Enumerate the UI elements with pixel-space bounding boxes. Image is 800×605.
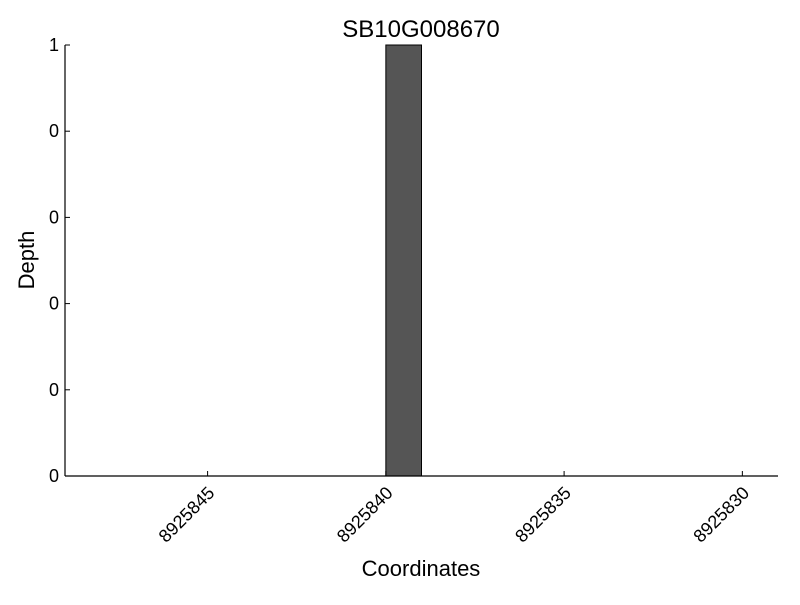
y-tick-label: 0 — [49, 121, 59, 141]
y-axis-label: Depth — [14, 231, 39, 290]
y-tick-label: 0 — [49, 207, 59, 227]
y-tick-label: 1 — [49, 35, 59, 55]
chart-title: SB10G008670 — [342, 16, 499, 43]
y-tick-label: 0 — [49, 380, 59, 400]
y-tick-label: 0 — [49, 294, 59, 314]
x-axis-label: Coordinates — [362, 556, 481, 581]
x-tick-label: 8925840 — [333, 483, 397, 547]
bar — [385, 44, 423, 477]
x-tick-label: 8925835 — [511, 483, 575, 547]
x-tick-label: 8925830 — [689, 483, 753, 547]
y-tick-label: 0 — [49, 466, 59, 486]
x-tick-label: 8925845 — [155, 483, 219, 547]
